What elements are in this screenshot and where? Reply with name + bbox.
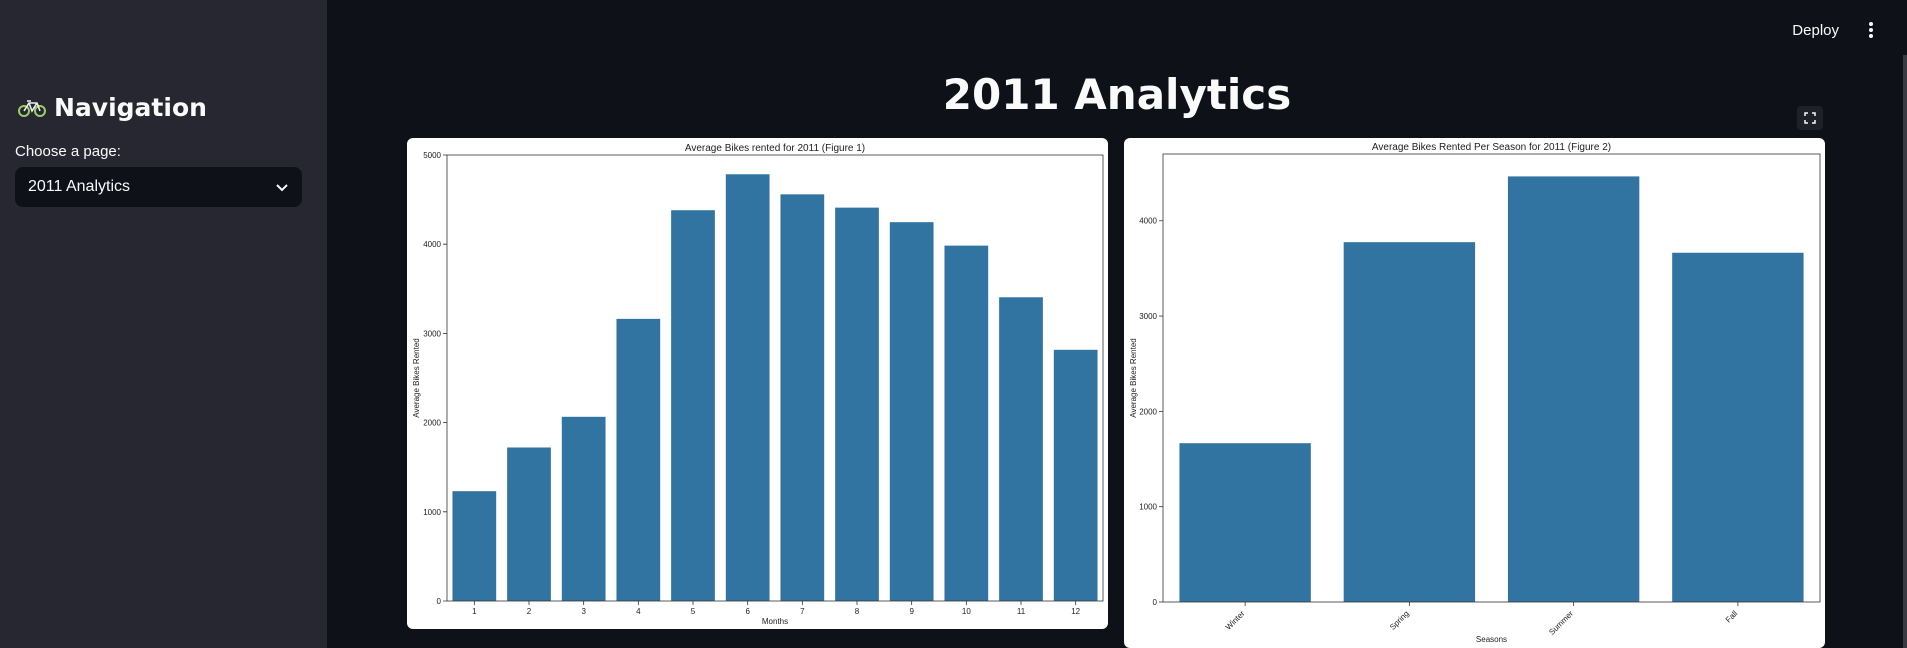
page-select-label: Choose a page: (15, 143, 121, 160)
bar-fall (1672, 252, 1804, 602)
figure-1-chart: Average Bikes rented for 2011 (Figure 1)… (407, 138, 1108, 629)
fullscreen-icon (1804, 112, 1816, 124)
bar-11 (999, 297, 1043, 601)
y-tick-label: 1000 (423, 508, 441, 517)
x-tick-label: Winter (1224, 609, 1247, 632)
y-tick-label: 1000 (1139, 503, 1157, 512)
bar-2 (507, 447, 551, 601)
bar-summer (1507, 176, 1640, 602)
x-tick-label: 12 (1071, 607, 1080, 616)
bicycle-icon (18, 99, 46, 117)
plot-frame (1162, 153, 1821, 603)
bar-4 (616, 318, 661, 601)
figure-2-svg: Average Bikes Rented Per Season for 2011… (1129, 142, 1821, 644)
x-tick-label: Summer (1547, 609, 1575, 637)
chart-title: Average Bikes Rented Per Season for 2011… (1372, 142, 1611, 153)
bar-5 (671, 210, 715, 602)
x-tick-label: 6 (745, 607, 750, 616)
x-tick-label: 2 (527, 607, 532, 616)
nav-title: Navigation (54, 93, 207, 122)
x-axis-label: Months (762, 617, 788, 626)
x-tick-label: 1 (472, 607, 477, 616)
x-tick-label: 3 (581, 607, 586, 616)
chevron-down-icon (276, 184, 288, 192)
bar-1 (452, 491, 497, 601)
x-tick-label: 9 (909, 607, 914, 616)
bar-7 (780, 194, 825, 601)
figure-2-chart: Average Bikes Rented Per Season for 2011… (1124, 138, 1825, 648)
page-select-value: 2011 Analytics (28, 178, 130, 195)
page-title: 2011 Analytics (942, 70, 1292, 119)
x-tick-label: 11 (1017, 607, 1026, 616)
deploy-button[interactable]: Deploy (1792, 21, 1839, 39)
figure-1-svg: Average Bikes rented for 2011 (Figure 1)… (412, 143, 1104, 626)
y-tick-label: 2000 (1139, 407, 1157, 416)
plot-frame (446, 154, 1104, 602)
scrollbar[interactable] (1903, 55, 1907, 648)
x-tick-label: 10 (962, 607, 971, 616)
y-tick-label: 2000 (423, 419, 441, 428)
bar-8 (835, 207, 879, 601)
y-tick-label: 4000 (423, 240, 441, 249)
y-tick-label: 3000 (423, 329, 441, 338)
sidebar: Navigation Choose a page: 2011 Analytics (0, 0, 327, 648)
y-tick-label: 0 (437, 597, 442, 606)
y-tick-label: 0 (1153, 598, 1158, 607)
nav-header: Navigation (18, 93, 207, 122)
y-tick-label: 5000 (423, 151, 441, 160)
x-axis-label: Seasons (1476, 635, 1507, 644)
x-tick-label: 4 (636, 607, 641, 616)
chart-title: Average Bikes rented for 2011 (Figure 1) (685, 143, 865, 154)
fullscreen-button[interactable] (1797, 106, 1823, 130)
x-tick-label: Fall (1724, 609, 1740, 625)
page-select[interactable]: 2011 Analytics (15, 167, 302, 207)
y-axis-label: Average Bikes Rented (412, 338, 421, 417)
x-tick-label: 7 (800, 607, 805, 616)
bar-winter (1179, 443, 1311, 602)
bar-9 (889, 222, 934, 601)
x-tick-label: 5 (691, 607, 696, 616)
x-tick-label: Spring (1388, 609, 1411, 632)
bar-3 (561, 416, 606, 601)
x-tick-label: 8 (855, 607, 860, 616)
y-axis-label: Average Bikes Rented (1129, 338, 1138, 417)
bar-10 (944, 245, 989, 601)
bar-spring (1343, 242, 1476, 602)
y-tick-label: 4000 (1139, 217, 1157, 226)
header-actions: Deploy (1792, 20, 1879, 40)
more-menu-icon[interactable] (1863, 20, 1879, 40)
bar-6 (725, 174, 770, 601)
bar-12 (1053, 349, 1098, 601)
y-tick-label: 3000 (1139, 312, 1157, 321)
